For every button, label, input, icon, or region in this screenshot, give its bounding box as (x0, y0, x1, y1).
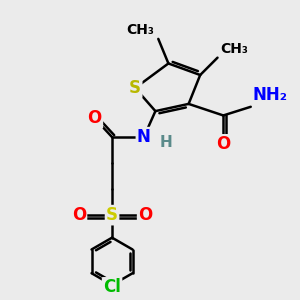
Text: O: O (138, 206, 152, 224)
Text: CH₃: CH₃ (220, 42, 248, 56)
Text: CH₃: CH₃ (126, 23, 154, 38)
Text: O: O (216, 135, 230, 153)
Text: O: O (72, 206, 86, 224)
Text: S: S (106, 206, 118, 224)
Text: Cl: Cl (103, 278, 121, 296)
Text: NH₂: NH₂ (252, 86, 287, 104)
Text: N: N (137, 128, 151, 146)
Text: O: O (88, 109, 102, 127)
Text: S: S (129, 79, 141, 97)
Text: H: H (160, 135, 172, 150)
